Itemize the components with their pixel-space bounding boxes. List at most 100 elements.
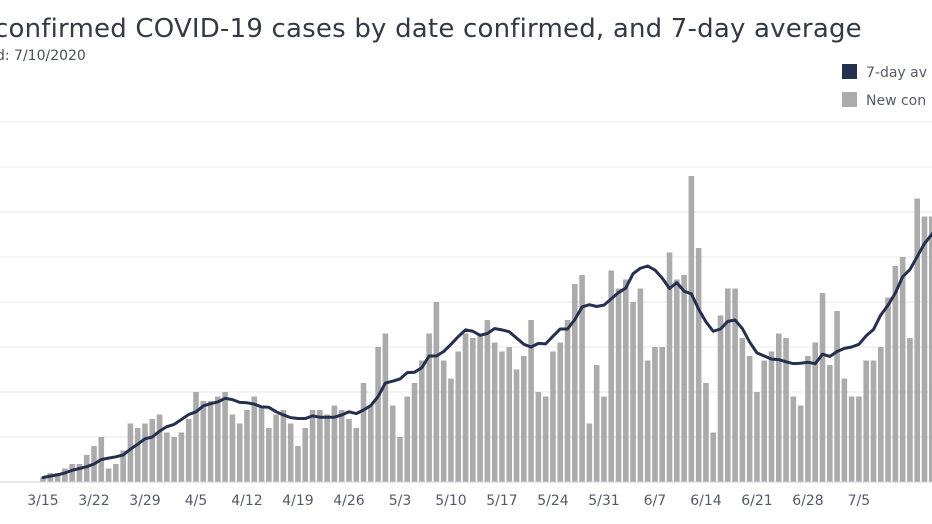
bar[interactable] bbox=[207, 401, 214, 482]
bar[interactable] bbox=[134, 428, 141, 482]
bar[interactable] bbox=[258, 405, 265, 483]
bar[interactable] bbox=[848, 396, 855, 483]
bar[interactable] bbox=[331, 405, 338, 483]
bar[interactable] bbox=[899, 257, 906, 482]
bar[interactable] bbox=[440, 360, 447, 483]
bar[interactable] bbox=[535, 392, 542, 482]
bar[interactable] bbox=[761, 360, 768, 483]
bar[interactable] bbox=[724, 288, 731, 483]
bar[interactable] bbox=[819, 293, 826, 482]
bar[interactable] bbox=[914, 198, 920, 483]
bar[interactable] bbox=[470, 338, 476, 482]
bar[interactable] bbox=[921, 216, 928, 483]
bar[interactable] bbox=[62, 468, 68, 483]
bar[interactable] bbox=[695, 248, 702, 482]
bar[interactable] bbox=[841, 378, 848, 483]
bar[interactable] bbox=[215, 396, 221, 483]
bar[interactable] bbox=[746, 356, 753, 482]
bar[interactable] bbox=[681, 275, 687, 482]
bar[interactable] bbox=[200, 401, 207, 482]
bar[interactable] bbox=[113, 464, 119, 482]
bar[interactable] bbox=[462, 333, 469, 483]
bar[interactable] bbox=[506, 347, 513, 482]
bar[interactable] bbox=[185, 419, 192, 482]
bar[interactable] bbox=[389, 405, 396, 483]
bar[interactable] bbox=[550, 351, 556, 483]
bar[interactable] bbox=[244, 410, 250, 482]
bar[interactable] bbox=[411, 383, 418, 482]
bar[interactable] bbox=[732, 288, 738, 483]
bar[interactable] bbox=[360, 383, 367, 482]
bar[interactable] bbox=[346, 419, 352, 482]
bar[interactable] bbox=[273, 414, 279, 483]
bar[interactable] bbox=[295, 446, 301, 482]
bar[interactable] bbox=[928, 216, 932, 483]
bar[interactable] bbox=[127, 423, 134, 483]
bar[interactable] bbox=[834, 311, 840, 482]
bar[interactable] bbox=[542, 396, 549, 483]
bar[interactable] bbox=[302, 428, 309, 482]
bar[interactable] bbox=[885, 297, 891, 483]
bar[interactable] bbox=[652, 347, 658, 482]
bar[interactable] bbox=[105, 468, 112, 483]
bar[interactable] bbox=[528, 320, 534, 482]
bar[interactable] bbox=[637, 288, 644, 483]
bar[interactable] bbox=[433, 302, 440, 482]
bar[interactable] bbox=[644, 360, 651, 483]
bar[interactable] bbox=[229, 414, 236, 483]
bar[interactable] bbox=[513, 369, 520, 483]
bar[interactable] bbox=[287, 423, 294, 483]
bar[interactable] bbox=[455, 351, 462, 483]
bar[interactable] bbox=[877, 347, 884, 482]
bar[interactable] bbox=[404, 396, 411, 483]
bar[interactable] bbox=[630, 302, 636, 482]
bar[interactable] bbox=[572, 284, 578, 482]
bar[interactable] bbox=[69, 464, 75, 482]
bar[interactable] bbox=[142, 423, 148, 483]
bar[interactable] bbox=[76, 464, 83, 482]
bar[interactable] bbox=[368, 405, 374, 483]
bar[interactable] bbox=[521, 356, 527, 482]
bar[interactable] bbox=[309, 410, 316, 482]
bar[interactable] bbox=[156, 414, 163, 483]
bar[interactable] bbox=[120, 450, 126, 483]
bar[interactable] bbox=[266, 428, 272, 482]
bar[interactable] bbox=[579, 275, 585, 482]
bar[interactable] bbox=[54, 473, 61, 482]
bar[interactable] bbox=[608, 270, 615, 483]
bar[interactable] bbox=[623, 279, 629, 483]
legend[interactable]: 7-day av New con bbox=[842, 64, 927, 109]
bar[interactable] bbox=[491, 342, 498, 483]
bar[interactable] bbox=[710, 432, 717, 483]
bar[interactable] bbox=[375, 347, 381, 482]
bar[interactable] bbox=[856, 396, 862, 483]
bar[interactable] bbox=[688, 176, 695, 482]
bar[interactable] bbox=[826, 365, 833, 482]
bar[interactable] bbox=[222, 392, 228, 482]
bar[interactable] bbox=[353, 428, 360, 482]
bar[interactable] bbox=[586, 423, 593, 483]
bar[interactable] bbox=[564, 320, 571, 482]
bar[interactable] bbox=[703, 383, 709, 482]
bar[interactable] bbox=[484, 320, 491, 482]
bar[interactable] bbox=[805, 356, 811, 482]
bar[interactable] bbox=[790, 396, 797, 483]
bar[interactable] bbox=[674, 279, 680, 483]
bar[interactable] bbox=[797, 405, 804, 483]
bar[interactable] bbox=[149, 419, 156, 482]
bar[interactable] bbox=[499, 351, 505, 483]
bar[interactable] bbox=[382, 333, 389, 483]
bar[interactable] bbox=[426, 333, 432, 483]
bar[interactable] bbox=[280, 410, 287, 482]
bar[interactable] bbox=[193, 392, 199, 482]
bar[interactable] bbox=[317, 410, 323, 482]
bar[interactable] bbox=[557, 342, 564, 483]
bar[interactable] bbox=[593, 365, 600, 482]
bar[interactable] bbox=[178, 432, 185, 483]
bar[interactable] bbox=[659, 347, 666, 482]
bar[interactable] bbox=[338, 410, 345, 482]
bar[interactable] bbox=[171, 437, 177, 482]
bar[interactable] bbox=[783, 338, 789, 482]
bar[interactable] bbox=[601, 396, 607, 483]
bar[interactable] bbox=[739, 338, 746, 482]
